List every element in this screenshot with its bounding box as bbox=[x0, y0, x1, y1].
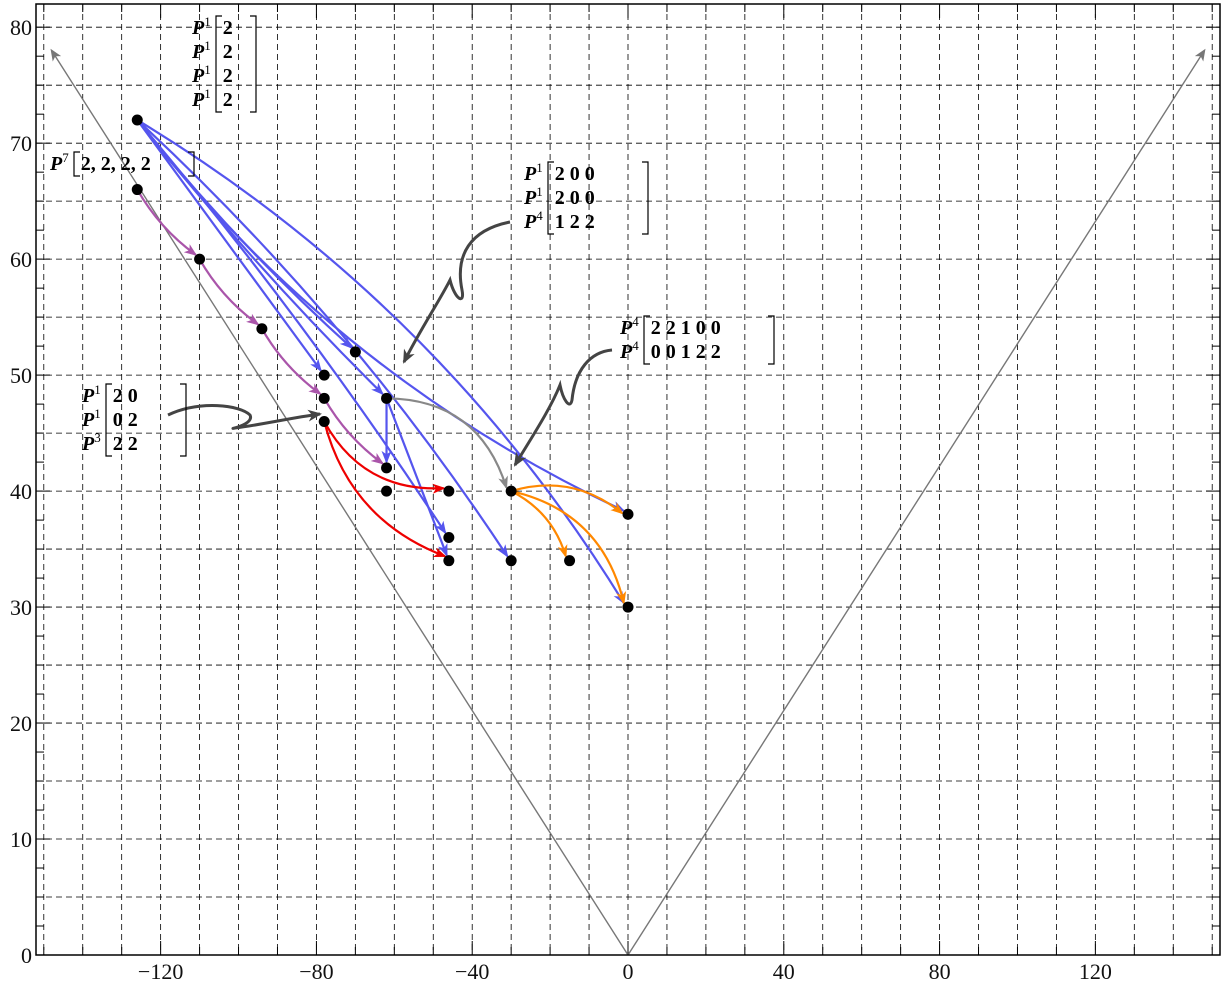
edge-arrow bbox=[510, 490, 627, 605]
data-point bbox=[381, 485, 393, 497]
data-point bbox=[381, 392, 393, 404]
bracket-left bbox=[547, 161, 554, 235]
y-tick-label: 30 bbox=[10, 595, 32, 620]
bracket-right bbox=[180, 383, 187, 457]
x-tick-label: −80 bbox=[299, 959, 333, 984]
x-tick-label: −40 bbox=[455, 959, 489, 984]
annotation-row: P1 2 0 0 bbox=[523, 184, 595, 209]
annotation: P4 2 2 1 0 0P4 0 0 1 2 2 bbox=[619, 314, 775, 365]
annotation-row: P1 2 bbox=[191, 38, 233, 63]
data-point bbox=[564, 555, 576, 567]
bracket-left bbox=[215, 15, 222, 113]
data-point bbox=[443, 485, 455, 497]
annotation: P1 2 0 0P1 2 0 0P4 1 2 2 bbox=[523, 160, 649, 235]
annotation-row: P1 2 0 bbox=[81, 382, 138, 407]
annotations: P1 2P1 2P1 2P1 2P7 2, 2, 2, 2 P1 2 0 0P1 2 0 0P4… bbox=[49, 14, 775, 457]
edge-arrow bbox=[386, 397, 508, 490]
data-point bbox=[194, 253, 206, 265]
x-tick-label: −120 bbox=[138, 959, 183, 984]
data-point bbox=[443, 531, 455, 543]
edge-arrow bbox=[136, 119, 626, 512]
data-point bbox=[318, 369, 330, 381]
data-point bbox=[443, 555, 455, 567]
data-point bbox=[505, 555, 517, 567]
bracket-left bbox=[643, 315, 650, 365]
data-point bbox=[256, 323, 268, 335]
annotation-row: P3 2 2 bbox=[81, 430, 138, 455]
data-point bbox=[318, 416, 330, 428]
data-point bbox=[622, 508, 634, 520]
bracket-right bbox=[188, 151, 195, 177]
cone-line bbox=[50, 48, 629, 956]
edge-arrow bbox=[198, 258, 260, 326]
y-tick-label: 40 bbox=[10, 479, 32, 504]
edge-arrow bbox=[510, 490, 568, 559]
edges bbox=[136, 119, 627, 605]
plot-frame bbox=[35, 3, 1221, 956]
annotation-row: P1 2 bbox=[191, 62, 233, 87]
y-tick-label: 20 bbox=[10, 711, 32, 736]
callout-arrow bbox=[513, 348, 613, 467]
bracket-left bbox=[73, 151, 80, 177]
annotation-row: P1 2 bbox=[191, 86, 233, 111]
y-tick-label: 0 bbox=[21, 943, 32, 968]
data-point bbox=[622, 601, 634, 613]
y-tick-label: 80 bbox=[10, 15, 32, 40]
data-point bbox=[381, 462, 393, 474]
edge-arrow bbox=[136, 119, 625, 605]
callout-arrow bbox=[167, 404, 322, 430]
x-tick-label: 80 bbox=[929, 959, 951, 984]
callout-arrow bbox=[402, 220, 511, 364]
callout-arrows bbox=[167, 220, 613, 467]
x-tick-label: 40 bbox=[773, 959, 795, 984]
y-tick-label: 70 bbox=[10, 131, 32, 156]
x-tick-label: 120 bbox=[1079, 959, 1112, 984]
points bbox=[131, 114, 634, 613]
bracket-right bbox=[768, 315, 775, 365]
annotation-row: P7 2, 2, 2, 2 bbox=[49, 150, 151, 175]
edge-arrow bbox=[323, 421, 447, 558]
bracket-right bbox=[250, 15, 257, 113]
bracket-right bbox=[642, 161, 649, 235]
annotation-row: P4 1 2 2 bbox=[523, 208, 595, 233]
data-point bbox=[131, 114, 143, 126]
annotation-row: P4 2 2 1 0 0 bbox=[619, 314, 721, 339]
axis-ticks: −120 −80 −40 0 40 80 120 0 10 20 30 40 50 60 70 80 bbox=[10, 4, 1220, 984]
y-tick-label: 10 bbox=[10, 827, 32, 852]
x-tick-label: 0 bbox=[623, 959, 634, 984]
annotation: P7 2, 2, 2, 2 bbox=[49, 150, 195, 177]
grid bbox=[36, 4, 1220, 955]
edge-arrow bbox=[136, 189, 198, 256]
edge-arrow bbox=[260, 328, 322, 396]
edge-arrow bbox=[136, 119, 322, 372]
edge-arrow bbox=[136, 119, 384, 396]
y-tick-label: 60 bbox=[10, 247, 32, 272]
annotation-row: P1 2 bbox=[191, 14, 233, 39]
data-point bbox=[349, 346, 361, 358]
data-point bbox=[131, 184, 143, 196]
annotation: P1 2P1 2P1 2P1 2 bbox=[191, 14, 257, 113]
y-tick-label: 50 bbox=[10, 363, 32, 388]
annotation: P1 2 0P1 0 2P3 2 2 bbox=[81, 382, 187, 457]
annotation-row: P4 0 0 1 2 2 bbox=[619, 338, 721, 363]
data-point bbox=[318, 392, 330, 404]
annotation-row: P1 0 2 bbox=[81, 406, 138, 431]
edge-arrow bbox=[323, 420, 446, 494]
annotation-row: P1 2 0 0 bbox=[523, 160, 595, 185]
cone-line bbox=[627, 48, 1206, 956]
bracket-left bbox=[105, 383, 112, 457]
edge-arrow bbox=[510, 484, 624, 515]
cone-lines bbox=[50, 48, 1206, 956]
edge-arrow bbox=[323, 397, 385, 465]
data-point bbox=[505, 485, 517, 497]
edge-arrow bbox=[385, 397, 448, 557]
